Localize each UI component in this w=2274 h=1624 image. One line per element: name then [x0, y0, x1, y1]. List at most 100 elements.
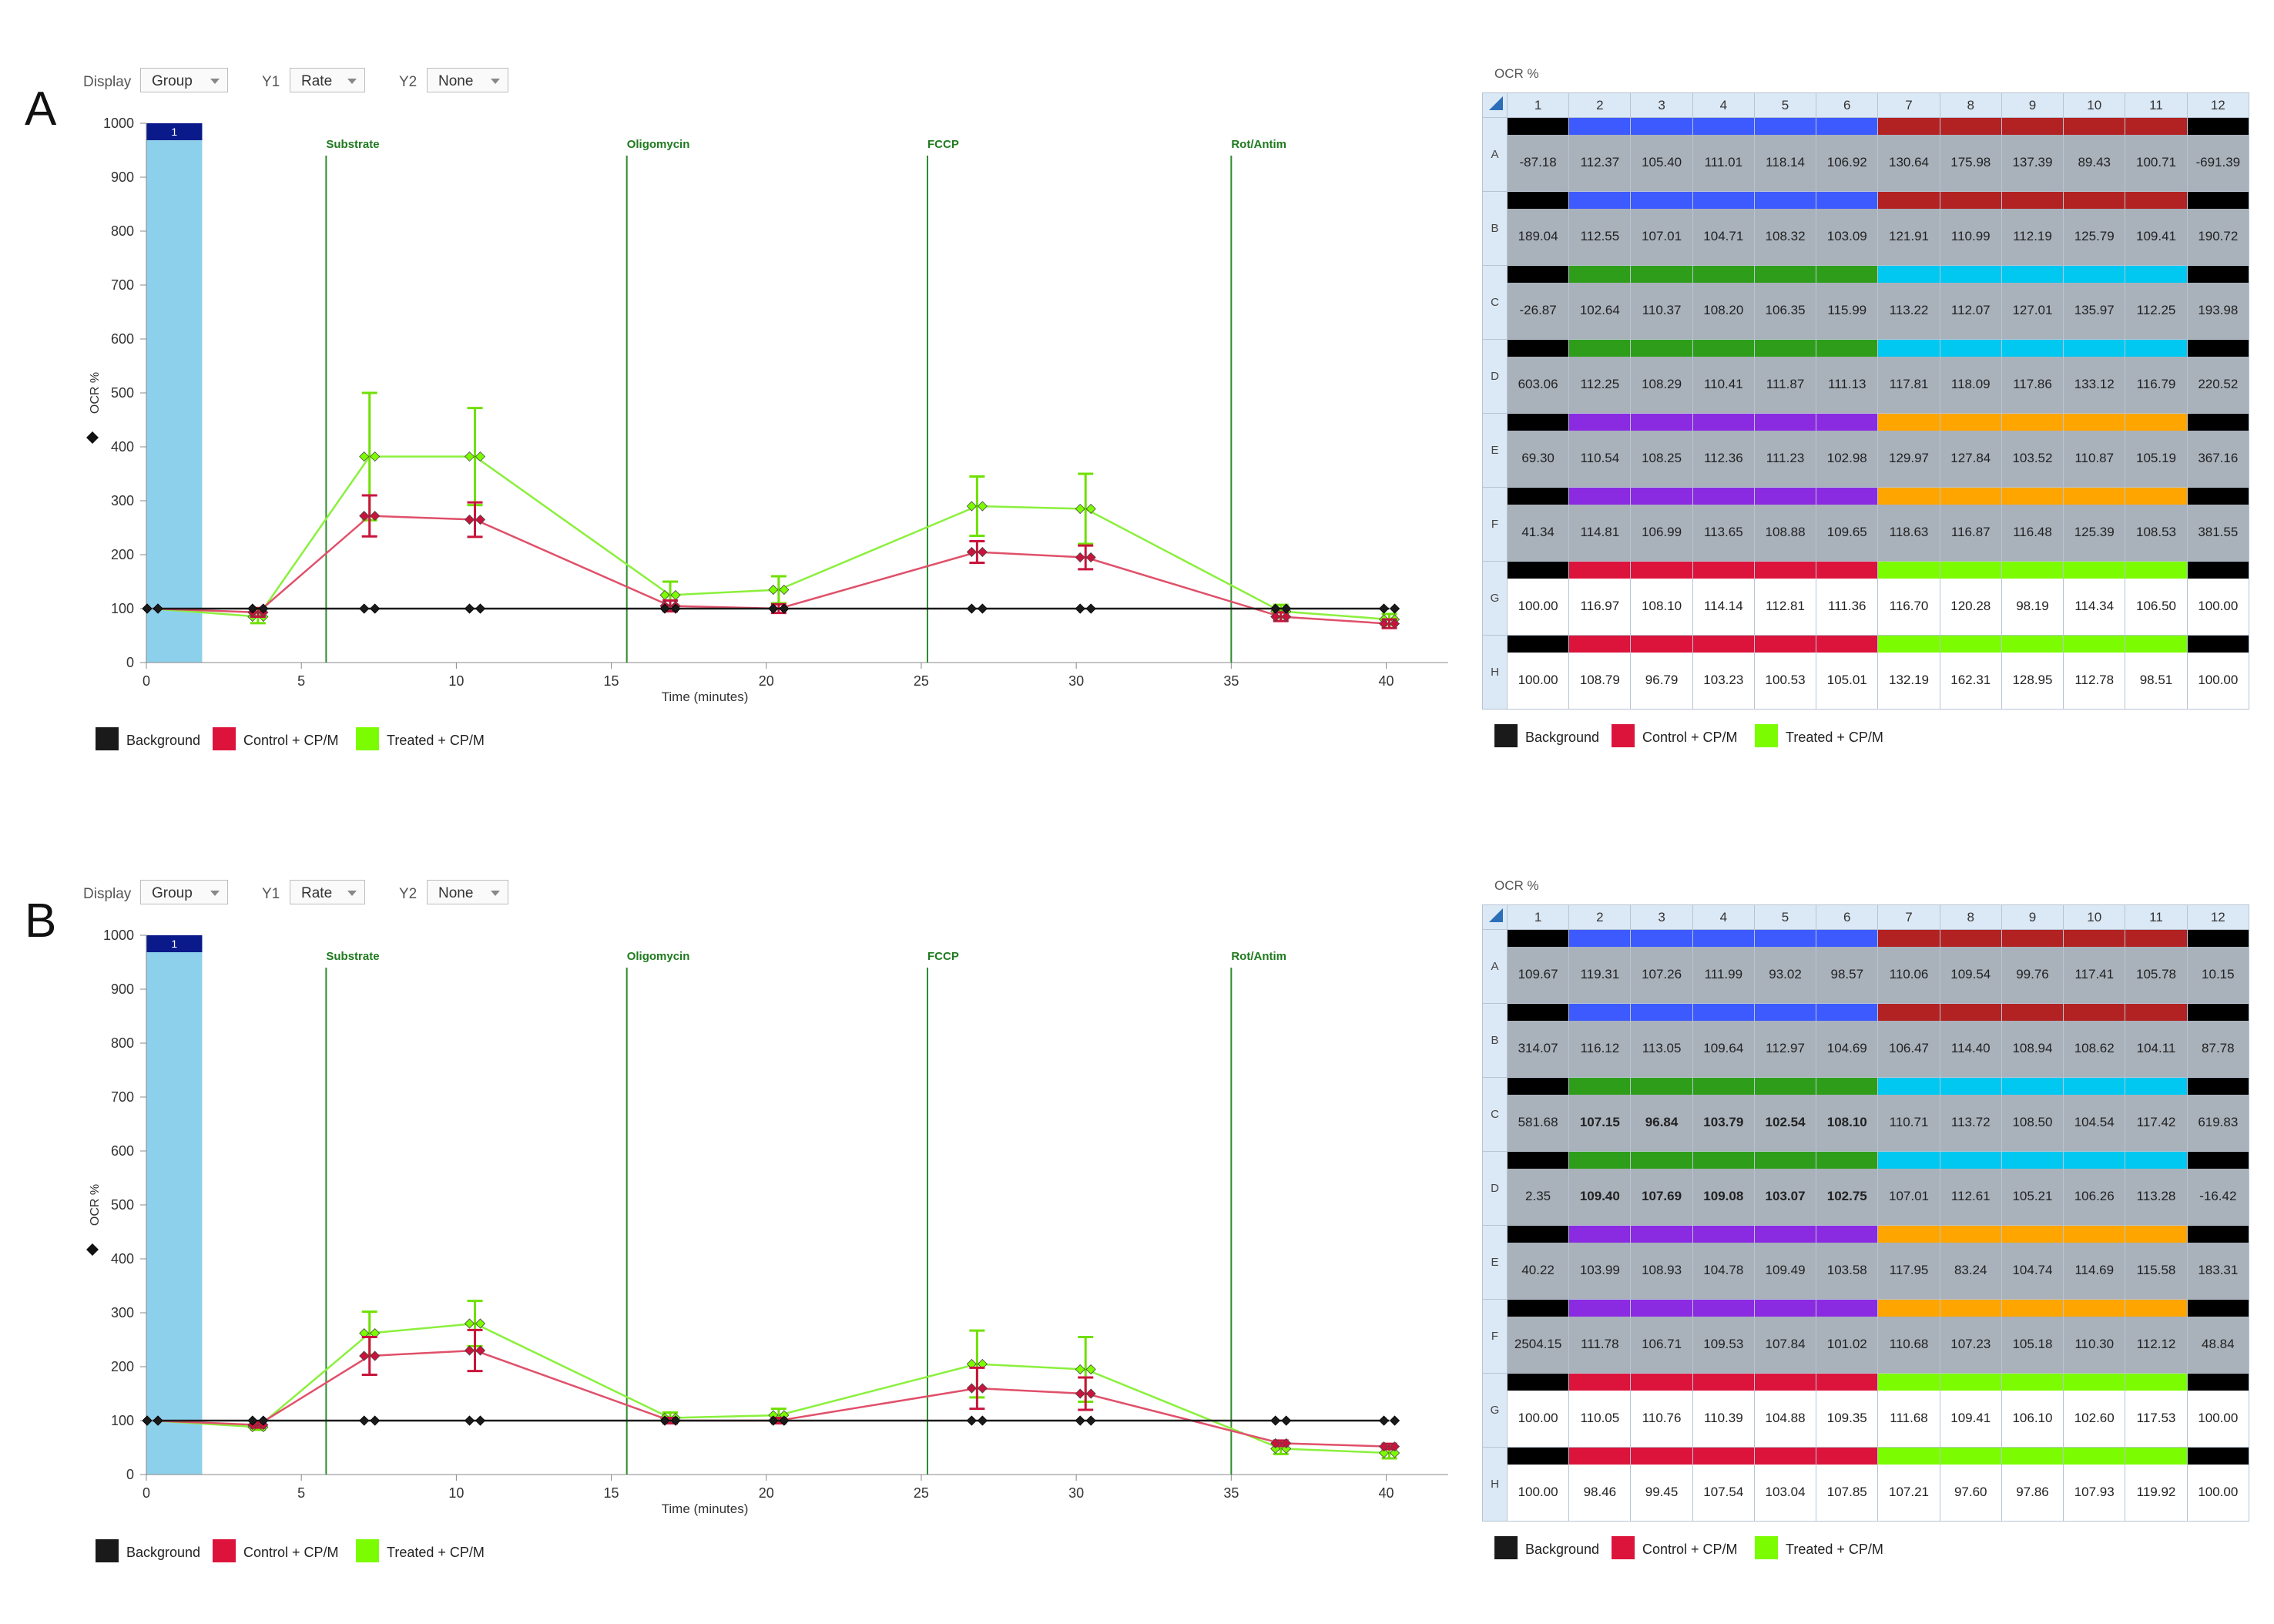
select-all-corner[interactable] [1482, 92, 1508, 118]
plate-well[interactable]: 111.01 [1692, 117, 1755, 192]
plate-well[interactable]: 190.72 [2186, 191, 2250, 266]
plate-well[interactable]: 105.21 [2001, 1151, 2064, 1226]
plate-well[interactable]: 106.26 [2063, 1151, 2126, 1226]
plate-well[interactable]: 112.55 [1568, 191, 1632, 266]
plate-well[interactable]: 381.55 [2186, 487, 2250, 562]
plate-well[interactable]: 106.35 [1753, 265, 1817, 340]
plate-well[interactable]: 133.12 [2063, 339, 2126, 414]
plate-well[interactable]: 48.84 [2186, 1299, 2250, 1374]
plate-column-header[interactable]: 2 [1568, 904, 1632, 930]
plate-well[interactable]: 108.62 [2063, 1003, 2126, 1078]
plate-well[interactable]: 114.40 [1939, 1003, 2002, 1078]
plate-column-header[interactable]: 6 [1816, 92, 1879, 118]
plate-well[interactable]: 101.02 [1816, 1299, 1879, 1374]
plate-well[interactable]: 107.21 [1877, 1447, 1940, 1522]
plate-column-header[interactable]: 11 [2125, 904, 2188, 930]
plate-column-header[interactable]: 3 [1630, 92, 1693, 118]
plate-column-header[interactable]: 12 [2186, 92, 2250, 118]
plate-well[interactable]: 105.01 [1816, 635, 1879, 710]
plate-well[interactable]: 125.39 [2063, 487, 2126, 562]
plate-well[interactable]: 110.87 [2063, 413, 2126, 488]
plate-well[interactable]: 93.02 [1753, 929, 1817, 1004]
plate-row-header[interactable]: C [1482, 1077, 1508, 1152]
plate-column-header[interactable]: 10 [2063, 904, 2126, 930]
plate-well[interactable]: 127.01 [2001, 265, 2064, 340]
plate-well[interactable]: 100.53 [1753, 635, 1817, 710]
plate-well[interactable]: 89.43 [2063, 117, 2126, 192]
plate-well[interactable]: 113.65 [1692, 487, 1755, 562]
plate-well[interactable]: 98.51 [2125, 635, 2188, 710]
plate-well[interactable]: 100.00 [2186, 561, 2250, 636]
plate-well[interactable]: 69.30 [1506, 413, 1570, 488]
plate-well[interactable]: 112.07 [1939, 265, 2002, 340]
plate-well[interactable]: 119.92 [2125, 1447, 2188, 1522]
plate-well[interactable]: 87.78 [2186, 1003, 2250, 1078]
plate-well[interactable]: 106.50 [2125, 561, 2188, 636]
plate-well[interactable]: 106.10 [2001, 1373, 2064, 1448]
plate-well[interactable]: 109.67 [1506, 929, 1570, 1004]
plate-well[interactable]: 104.11 [2125, 1003, 2188, 1078]
plate-row-header[interactable]: H [1482, 635, 1508, 710]
plate-well[interactable]: 117.41 [2063, 929, 2126, 1004]
plate-well[interactable]: 111.99 [1692, 929, 1755, 1004]
y1-select[interactable]: Rate [290, 68, 365, 92]
plate-well[interactable]: 106.92 [1816, 117, 1879, 192]
plate-column-header[interactable]: 5 [1753, 904, 1817, 930]
plate-row-header[interactable]: E [1482, 1225, 1508, 1300]
plate-well[interactable]: 102.64 [1568, 265, 1632, 340]
plate-well[interactable]: 111.78 [1568, 1299, 1632, 1374]
plate-well[interactable]: 183.31 [2186, 1225, 2250, 1300]
plate-row-header[interactable]: H [1482, 1447, 1508, 1522]
plate-well[interactable]: 108.79 [1568, 635, 1632, 710]
plate-column-header[interactable]: 5 [1753, 92, 1817, 118]
plate-well[interactable]: 110.71 [1877, 1077, 1940, 1152]
plate-well[interactable]: 110.30 [2063, 1299, 2126, 1374]
plate-well[interactable]: 110.39 [1692, 1373, 1755, 1448]
plate-well[interactable]: 111.36 [1816, 561, 1879, 636]
plate-row-header[interactable]: B [1482, 1003, 1508, 1078]
plate-well[interactable]: 114.81 [1568, 487, 1632, 562]
plate-row-header[interactable]: C [1482, 265, 1508, 340]
plate-well[interactable]: 103.23 [1692, 635, 1755, 710]
plate-well[interactable]: 96.79 [1630, 635, 1693, 710]
plate-well[interactable]: 106.99 [1630, 487, 1693, 562]
plate-well[interactable]: 112.25 [1568, 339, 1632, 414]
plate-well[interactable]: 112.78 [2063, 635, 2126, 710]
plate-well[interactable]: 109.41 [1939, 1373, 2002, 1448]
plate-well[interactable]: 97.86 [2001, 1447, 2064, 1522]
plate-well[interactable]: 105.40 [1630, 117, 1693, 192]
plate-well[interactable]: 115.99 [1816, 265, 1879, 340]
plate-well[interactable]: 108.88 [1753, 487, 1817, 562]
plate-well[interactable]: 116.12 [1568, 1003, 1632, 1078]
plate-well[interactable]: 96.84 [1630, 1077, 1693, 1152]
plate-well[interactable]: 83.24 [1939, 1225, 2002, 1300]
plate-well[interactable]: 135.97 [2063, 265, 2126, 340]
plate-well[interactable]: 116.79 [2125, 339, 2188, 414]
plate-row-header[interactable]: F [1482, 1299, 1508, 1374]
plate-column-header[interactable]: 6 [1816, 904, 1879, 930]
plate-well[interactable]: 109.49 [1753, 1225, 1817, 1300]
plate-row-header[interactable]: F [1482, 487, 1508, 562]
plate-well[interactable]: 108.10 [1630, 561, 1693, 636]
plate-column-header[interactable]: 12 [2186, 904, 2250, 930]
plate-well[interactable]: 110.99 [1939, 191, 2002, 266]
plate-well[interactable]: 103.58 [1816, 1225, 1879, 1300]
plate-well[interactable]: 110.05 [1568, 1373, 1632, 1448]
plate-well[interactable]: 108.32 [1753, 191, 1817, 266]
plate-well[interactable]: 104.74 [2001, 1225, 2064, 1300]
plate-well[interactable]: 98.19 [2001, 561, 2064, 636]
plate-well[interactable]: 112.61 [1939, 1151, 2002, 1226]
plate-well[interactable]: 367.16 [2186, 413, 2250, 488]
plate-well[interactable]: 100.00 [2186, 1447, 2250, 1522]
plate-well[interactable]: 100.00 [1506, 635, 1570, 710]
plate-column-header[interactable]: 3 [1630, 904, 1693, 930]
plate-well[interactable]: 100.00 [2186, 1373, 2250, 1448]
plate-well[interactable]: 189.04 [1506, 191, 1570, 266]
plate-well[interactable]: 109.64 [1692, 1003, 1755, 1078]
plate-well[interactable]: 107.01 [1630, 191, 1693, 266]
plate-well[interactable]: 112.19 [2001, 191, 2064, 266]
plate-well[interactable]: 100.00 [1506, 561, 1570, 636]
plate-well[interactable]: 111.68 [1877, 1373, 1940, 1448]
plate-row-header[interactable]: A [1482, 929, 1508, 1004]
plate-well[interactable]: 132.19 [1877, 635, 1940, 710]
